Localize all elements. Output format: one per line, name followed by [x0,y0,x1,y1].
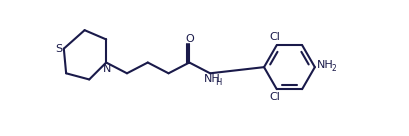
Text: Cl: Cl [269,32,280,42]
Text: H: H [215,78,221,87]
Text: S: S [55,44,62,54]
Text: 2: 2 [331,64,336,73]
Text: NH: NH [317,60,333,70]
Text: NH: NH [204,75,220,84]
Text: N: N [103,64,111,74]
Text: O: O [184,34,193,44]
Text: Cl: Cl [269,92,280,102]
